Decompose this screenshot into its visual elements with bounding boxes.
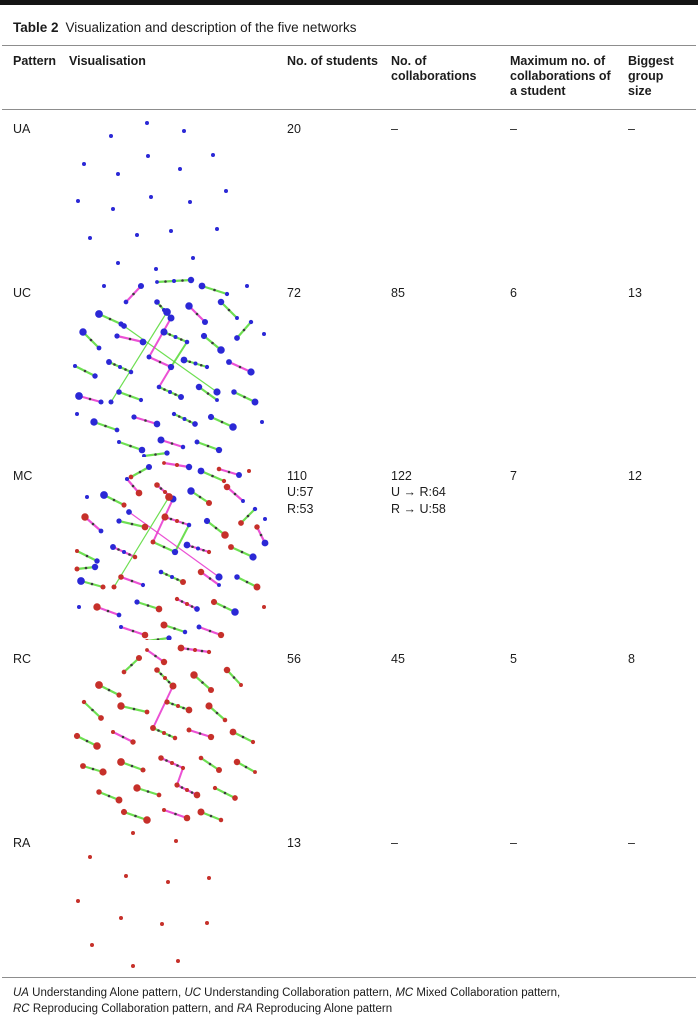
biggest-group-value-line: 8 [628, 652, 635, 666]
pattern-label-uc: UC [13, 286, 32, 300]
col-header-biggest: Biggest group size [628, 54, 674, 98]
biggest-group-value-ua: – [628, 110, 688, 274]
students-value-line: 72 [287, 286, 301, 300]
biggest-group-value-line: – [628, 122, 635, 136]
network-visualization-uc [72, 276, 266, 457]
max-collaborations-value-uc: 6 [510, 274, 628, 457]
table-row-ua: UA 20 – – – [13, 110, 698, 274]
collaborations-value-uc: 85 [391, 274, 510, 457]
table-row-mc: MC 110 U:57 R:53 122 U → R:64 R → U:58 7 12 [13, 457, 698, 640]
max-collaborations-value-mc: 7 [510, 457, 628, 640]
visualization-cell-rc [69, 640, 287, 824]
footnote-text: Understanding Collaboration pattern, [200, 987, 396, 999]
network-visualization-rc [73, 644, 257, 824]
visualization-cell-ua [69, 110, 287, 274]
col-header-students: No. of students [287, 54, 378, 68]
biggest-group-value-line: 13 [628, 286, 642, 300]
network-visualization-ua [76, 121, 228, 271]
max-collaborations-value-line: 6 [510, 286, 517, 300]
network-visualization-mc [74, 461, 269, 640]
pattern-label-mc: MC [13, 469, 33, 483]
max-collaborations-value-line: – [510, 122, 517, 136]
footnote-abbr: RA [236, 1002, 253, 1015]
footnote-line-2: RC Reproducing Collaboration pattern, an… [13, 1002, 685, 1018]
footnote-abbr: UC [184, 987, 201, 999]
collaborations-value-rc: 45 [391, 640, 510, 824]
pattern-label-rc: RC [13, 652, 32, 666]
table-title-caption: Visualization and description of the fiv… [65, 20, 357, 35]
max-collaborations-value-rc: 5 [510, 640, 628, 824]
footnote-text: Reproducing Alone pattern [252, 1002, 393, 1015]
page-top-edge [0, 0, 698, 5]
max-collaborations-value-line: 7 [510, 469, 517, 483]
students-value-line: 110 [287, 469, 307, 483]
biggest-group-value-rc: 8 [628, 640, 688, 824]
col-header-collaborations: No. of collaborations [391, 54, 477, 83]
collaborations-value-mc: 122 U → R:64 R → U:58 [391, 457, 510, 640]
students-value-rc: 56 [287, 640, 391, 824]
network-visualization-ra [76, 831, 211, 968]
students-value-line: 56 [287, 652, 301, 666]
biggest-group-value-mc: 12 [628, 457, 688, 640]
visualization-cell-uc [69, 274, 287, 457]
table-row-rc: RC 56 45 5 8 [13, 640, 698, 824]
collaborations-value-line: – [391, 122, 398, 136]
max-collaborations-value-ra: – [510, 824, 628, 977]
table-header-row: Pattern Visualisation No. of students No. o… [13, 46, 698, 109]
rule-below-header [2, 109, 696, 110]
footnote-abbr: MC [395, 987, 414, 999]
collaborations-value-line: R → U:58 [391, 501, 446, 516]
pattern-label-ua: UA [13, 122, 31, 136]
col-header-pattern: Pattern [13, 54, 57, 68]
collaborations-value-line: 122 [391, 469, 412, 483]
table-title-label: Table 2 [13, 20, 59, 35]
collaborations-value-line: U → R:64 [391, 485, 446, 500]
footnote-text: Understanding Alone pattern, [28, 987, 185, 999]
table-row-uc: UC 72 85 6 13 [13, 274, 698, 457]
collaborations-value-ra: – [391, 824, 510, 977]
biggest-group-value-line: 12 [628, 469, 642, 483]
footnote-text: Reproducing Collaboration pattern, and [29, 1002, 237, 1015]
footnote-abbr: UA [13, 987, 29, 999]
table-body: UA 20– – – UC 72 85 6 13 MC 110 U:57 R:53 122 U → R:64… [0, 110, 698, 977]
students-value-uc: 72 [287, 274, 391, 457]
students-value-line: 20 [287, 122, 301, 136]
biggest-group-value-line: – [628, 836, 635, 850]
rule-below-title [2, 45, 696, 46]
max-collaborations-value-ua: – [510, 110, 628, 274]
table-footnote: UA Understanding Alone pattern, UC Under… [13, 986, 685, 1017]
collaborations-value-ua: – [391, 110, 510, 274]
students-value-ua: 20 [287, 110, 391, 274]
max-collaborations-value-line: – [510, 836, 517, 850]
footnote-line-1: UA Understanding Alone pattern, UC Under… [13, 986, 685, 1002]
collaborations-value-line: – [391, 836, 398, 850]
rule-above-footnote [2, 977, 696, 978]
col-header-viz: Visualisation [69, 54, 146, 68]
col-header-max: Maximum no. of collaborations of a stude… [510, 54, 611, 98]
footnote-text: Mixed Collaboration pattern, [413, 987, 561, 999]
visualization-cell-mc [69, 457, 287, 640]
collaborations-value-line: 45 [391, 652, 405, 666]
students-value-line: R:53 [287, 501, 314, 516]
table-row-ra: RA 13 – – – [13, 824, 698, 977]
biggest-group-value-uc: 13 [628, 274, 688, 457]
table-title: Table 2 Visualization and description of … [13, 20, 685, 35]
biggest-group-value-ra: – [628, 824, 688, 977]
footnote-abbr: RC [13, 1002, 30, 1015]
visualization-cell-ra [69, 824, 287, 977]
students-value-mc: 110 U:57 R:53 [287, 457, 391, 640]
students-value-line: U:57 [287, 485, 314, 500]
max-collaborations-value-line: 5 [510, 652, 517, 666]
students-value-ra: 13 [287, 824, 391, 977]
collaborations-value-line: 85 [391, 286, 405, 300]
students-value-line: 13 [287, 836, 301, 850]
pattern-label-ra: RA [13, 836, 31, 850]
